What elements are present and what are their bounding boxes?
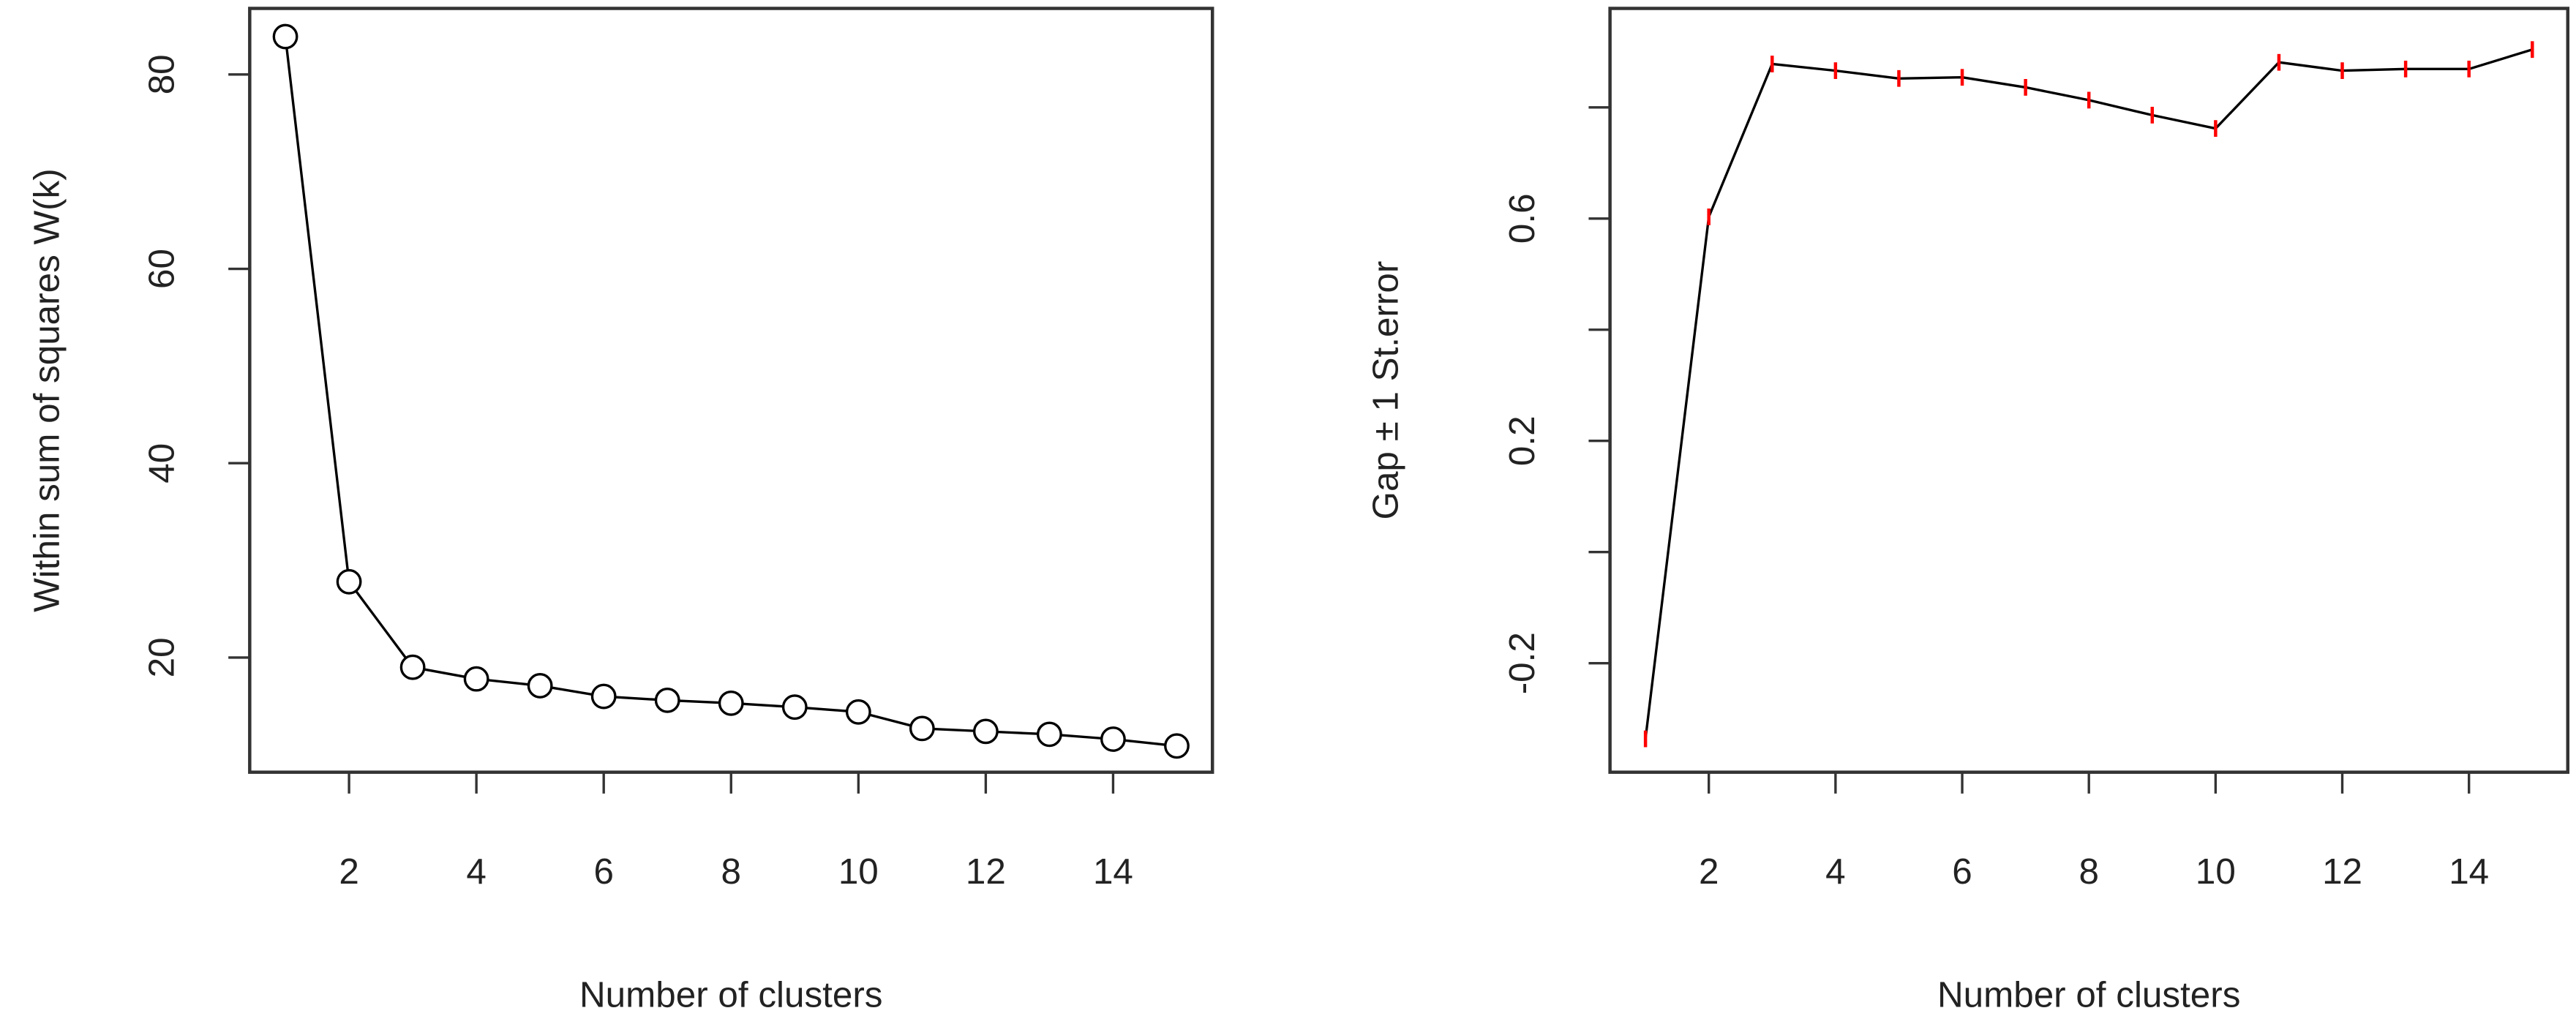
x-tick-label: 2 <box>339 851 358 892</box>
point <box>1100 726 1126 752</box>
point <box>1037 721 1062 748</box>
point <box>272 23 298 50</box>
y-tick-label: 60 <box>142 249 182 289</box>
y-tick-label: 20 <box>142 637 182 677</box>
x-tick-label: 12 <box>2322 851 2362 892</box>
point <box>781 694 808 721</box>
point <box>718 690 744 716</box>
x-tick-label: 4 <box>1825 851 1845 892</box>
y-tick-label: 0.6 <box>1502 193 1542 244</box>
x-tick-label: 12 <box>966 851 1006 892</box>
y-axis-title: Gap ± 1 St.error <box>1366 261 1406 520</box>
point <box>972 718 999 745</box>
point <box>527 673 553 699</box>
point <box>336 568 362 595</box>
series-line <box>1644 48 2533 740</box>
y-tick-label: 40 <box>142 443 182 484</box>
point <box>909 715 935 742</box>
point <box>463 666 489 692</box>
point <box>590 683 617 710</box>
x-axis-title: Number of clusters <box>1937 974 2240 1015</box>
x-tick-label: 8 <box>721 851 741 892</box>
x-tick-label: 10 <box>838 851 879 892</box>
y-tick-label: 0.2 <box>1502 415 1542 466</box>
x-tick-label: 10 <box>2196 851 2236 892</box>
x-tick-label: 8 <box>2079 851 2098 892</box>
series-line <box>284 36 1177 748</box>
x-tick-label: 14 <box>2449 851 2489 892</box>
plot-frame <box>1608 7 2570 774</box>
x-axis-title: Number of clusters <box>579 974 882 1015</box>
point <box>845 699 871 725</box>
y-tick-label: -0.2 <box>1502 632 1542 694</box>
y-axis-title: Within sum of squares W(k) <box>26 168 67 612</box>
x-tick-label: 6 <box>593 851 613 892</box>
x-tick-label: 2 <box>1699 851 1719 892</box>
plot-frame <box>248 7 1214 774</box>
x-tick-label: 4 <box>466 851 486 892</box>
point <box>399 654 426 680</box>
point <box>654 687 680 713</box>
x-tick-label: 14 <box>1093 851 1133 892</box>
y-tick-label: 80 <box>142 54 182 94</box>
x-tick-label: 6 <box>1952 851 1972 892</box>
point <box>1164 733 1190 759</box>
